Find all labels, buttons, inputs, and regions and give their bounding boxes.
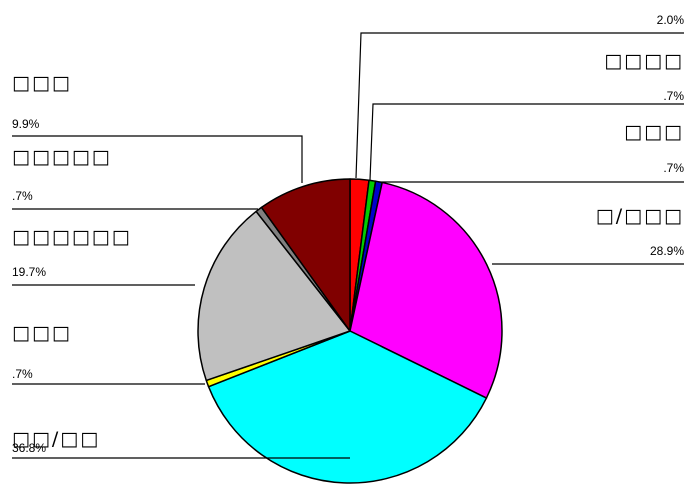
pie-slice	[207, 330, 488, 484]
leader-lines	[12, 32, 684, 459]
pie-slice	[197, 210, 351, 382]
pie-slices	[197, 178, 503, 484]
slice-name-label: □□□□□□	[12, 226, 132, 248]
slice-value-label: 2.0%	[657, 13, 685, 27]
slice-name-label: □/□□□	[596, 205, 684, 227]
slice-value-label: 19.7%	[12, 265, 46, 279]
slice-value-label: 36.8%	[12, 441, 46, 455]
slice-name-label: □□/□□	[12, 428, 100, 450]
slice-value-label: 9.9%	[12, 117, 40, 131]
slice-name-label: □□□	[624, 121, 684, 143]
slice-value-label: .7%	[12, 189, 33, 203]
slice-value-label: .7%	[663, 161, 684, 175]
pie-slice	[260, 178, 351, 332]
leader-line	[12, 135, 303, 183]
pie-slice	[349, 181, 503, 399]
slice-name-label: □□□	[12, 322, 72, 344]
slice-name-label: □□□□□	[12, 146, 112, 168]
leader-line	[355, 32, 684, 179]
slice-value-label: 28.9%	[650, 244, 684, 258]
slice-value-label: .7%	[663, 89, 684, 103]
slice-name-label: □□□□	[604, 50, 684, 72]
slice-name-label: □□□	[12, 72, 72, 94]
slice-value-label: .7%	[12, 367, 33, 381]
leader-line	[369, 103, 684, 181]
slice-labels: 2.0%.7%.7%28.9%36.8%.7%19.7%.7%9.9%□□□□□…	[12, 13, 684, 455]
